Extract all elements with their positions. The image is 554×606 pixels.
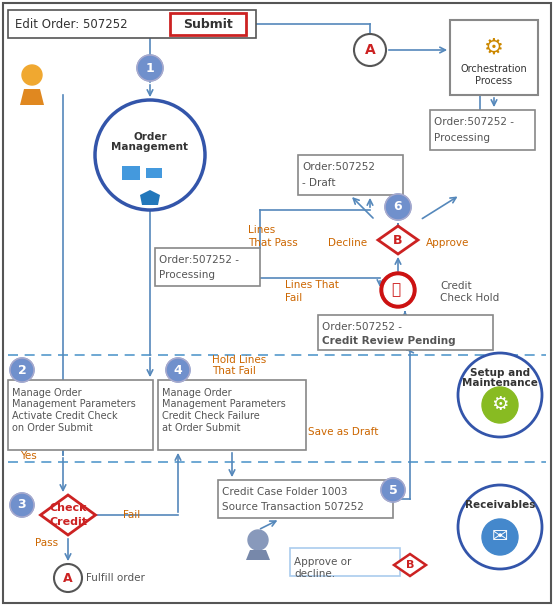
- Polygon shape: [394, 554, 426, 576]
- Text: Order:507252 -: Order:507252 -: [434, 117, 514, 127]
- Text: Pass: Pass: [35, 538, 58, 548]
- Text: Approve: Approve: [427, 238, 470, 248]
- Text: Credit: Credit: [49, 517, 87, 527]
- Circle shape: [166, 358, 190, 382]
- Text: Maintenance: Maintenance: [462, 378, 538, 388]
- Text: 1: 1: [146, 61, 155, 75]
- Text: Yes: Yes: [20, 451, 37, 461]
- Text: Management Parameters: Management Parameters: [162, 399, 286, 409]
- Text: ⚙: ⚙: [484, 38, 504, 58]
- FancyBboxPatch shape: [170, 13, 246, 35]
- Text: Manage Order: Manage Order: [162, 388, 232, 398]
- FancyBboxPatch shape: [122, 166, 140, 180]
- Text: ✉: ✉: [492, 527, 508, 547]
- FancyBboxPatch shape: [146, 168, 162, 178]
- Text: Manage Order: Manage Order: [12, 388, 81, 398]
- Circle shape: [22, 65, 42, 85]
- Polygon shape: [20, 89, 44, 105]
- Circle shape: [384, 276, 412, 304]
- Text: Check: Check: [49, 503, 87, 513]
- Text: Lines: Lines: [248, 225, 275, 235]
- Text: Approve or: Approve or: [294, 557, 351, 567]
- Text: That Fail: That Fail: [212, 366, 256, 376]
- Text: on Order Submit: on Order Submit: [12, 423, 93, 433]
- Text: Fail: Fail: [123, 510, 140, 520]
- FancyBboxPatch shape: [8, 380, 153, 450]
- Text: Credit Review Pending: Credit Review Pending: [322, 336, 455, 346]
- Text: Activate Credit Check: Activate Credit Check: [12, 411, 117, 421]
- Text: A: A: [365, 43, 376, 57]
- Circle shape: [380, 272, 416, 308]
- Text: B: B: [393, 233, 403, 247]
- Text: - Draft: - Draft: [302, 178, 336, 188]
- Text: Processing: Processing: [159, 270, 215, 280]
- Text: 3: 3: [18, 499, 26, 511]
- Text: Fulfill order: Fulfill order: [86, 573, 145, 583]
- Circle shape: [54, 564, 82, 592]
- Text: Credit Check Failure: Credit Check Failure: [162, 411, 260, 421]
- FancyBboxPatch shape: [8, 10, 256, 38]
- Text: Processing: Processing: [434, 133, 490, 143]
- Circle shape: [10, 493, 34, 517]
- Text: Lines That: Lines That: [285, 280, 339, 290]
- Text: Management: Management: [111, 142, 188, 152]
- Text: Setup and: Setup and: [470, 368, 530, 378]
- Text: at Order Submit: at Order Submit: [162, 423, 240, 433]
- Circle shape: [381, 478, 405, 502]
- Text: Orchestration
Process: Orchestration Process: [460, 64, 527, 86]
- Circle shape: [354, 34, 386, 66]
- Polygon shape: [378, 226, 418, 254]
- Circle shape: [385, 194, 411, 220]
- Circle shape: [458, 485, 542, 569]
- Circle shape: [482, 519, 518, 555]
- Text: 4: 4: [173, 364, 182, 376]
- Text: Edit Order: 507252: Edit Order: 507252: [15, 18, 127, 30]
- Text: A: A: [63, 571, 73, 585]
- Text: Hold Lines: Hold Lines: [212, 355, 266, 365]
- Polygon shape: [246, 550, 270, 560]
- Text: Credit: Credit: [440, 281, 471, 291]
- FancyBboxPatch shape: [290, 548, 400, 576]
- FancyBboxPatch shape: [158, 380, 306, 450]
- FancyBboxPatch shape: [298, 155, 403, 195]
- Polygon shape: [40, 495, 95, 535]
- Text: decline.: decline.: [294, 569, 335, 579]
- Text: Save as Draft: Save as Draft: [308, 427, 378, 437]
- Text: ✋: ✋: [392, 282, 401, 298]
- Text: Order:507252 -: Order:507252 -: [159, 255, 239, 265]
- FancyBboxPatch shape: [155, 248, 260, 286]
- Text: 5: 5: [388, 484, 397, 496]
- Text: 2: 2: [18, 364, 27, 376]
- Circle shape: [10, 358, 34, 382]
- Polygon shape: [140, 190, 160, 205]
- Text: Source Transaction 507252: Source Transaction 507252: [222, 502, 364, 512]
- Text: Receivables: Receivables: [465, 500, 535, 510]
- Text: Management Parameters: Management Parameters: [12, 399, 136, 409]
- FancyBboxPatch shape: [218, 480, 393, 518]
- FancyBboxPatch shape: [450, 20, 538, 95]
- Text: 6: 6: [394, 201, 402, 213]
- FancyBboxPatch shape: [3, 3, 551, 603]
- Text: Order:507252 -: Order:507252 -: [322, 322, 402, 332]
- Text: Fail: Fail: [285, 293, 302, 303]
- Text: Decline: Decline: [329, 238, 367, 248]
- Circle shape: [137, 55, 163, 81]
- FancyBboxPatch shape: [430, 110, 535, 150]
- Text: ⚙: ⚙: [491, 396, 509, 415]
- Text: Order:507252: Order:507252: [302, 162, 375, 172]
- Circle shape: [248, 530, 268, 550]
- FancyBboxPatch shape: [318, 315, 493, 350]
- Circle shape: [458, 353, 542, 437]
- Text: Submit: Submit: [183, 18, 233, 30]
- Circle shape: [95, 100, 205, 210]
- Circle shape: [482, 387, 518, 423]
- Text: Check Hold: Check Hold: [440, 293, 499, 303]
- Text: B: B: [406, 560, 414, 570]
- Text: Credit Case Folder 1003: Credit Case Folder 1003: [222, 487, 347, 497]
- Text: That Pass: That Pass: [248, 238, 297, 248]
- Text: Order: Order: [133, 132, 167, 142]
